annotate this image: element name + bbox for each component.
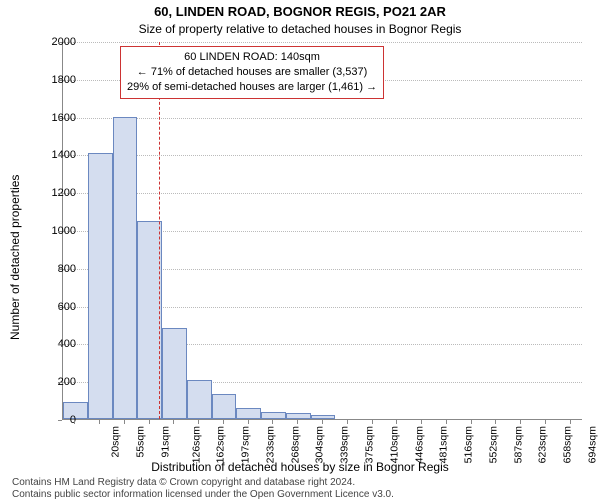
x-tick-mark <box>248 420 249 424</box>
x-tick-mark <box>198 420 199 424</box>
y-tick-mark <box>58 344 62 345</box>
x-tick-label: 55sqm <box>135 426 147 458</box>
histogram-bar <box>236 408 261 419</box>
x-tick-label: 126sqm <box>190 426 202 463</box>
x-tick-label: 304sqm <box>314 426 326 463</box>
y-tick-label: 800 <box>36 263 76 275</box>
y-tick-label: 1200 <box>36 187 76 199</box>
y-tick-label: 1600 <box>36 112 76 124</box>
x-tick-label: 375sqm <box>363 426 375 463</box>
callout-line-3: 29% of semi-detached houses are larger (… <box>127 80 377 95</box>
callout-line-2: ← 71% of detached houses are smaller (3,… <box>127 65 377 80</box>
y-tick-mark <box>58 307 62 308</box>
footnote-1: Contains HM Land Registry data © Crown c… <box>12 477 355 488</box>
x-tick-label: 446sqm <box>413 426 425 463</box>
y-tick-mark <box>58 420 62 421</box>
x-tick-label: 552sqm <box>487 426 499 463</box>
callout-box: 60 LINDEN ROAD: 140sqm← 71% of detached … <box>120 46 384 99</box>
x-tick-label: 410sqm <box>388 426 400 463</box>
x-tick-label: 481sqm <box>438 426 450 463</box>
x-tick-mark <box>74 420 75 424</box>
x-tick-label: 339sqm <box>339 426 351 463</box>
x-tick-mark <box>545 420 546 424</box>
x-tick-mark <box>471 420 472 424</box>
x-axis-label: Distribution of detached houses by size … <box>0 460 600 474</box>
x-tick-mark <box>297 420 298 424</box>
y-tick-label: 400 <box>36 338 76 350</box>
gridline <box>63 193 582 195</box>
x-tick-mark <box>446 420 447 424</box>
histogram-bar <box>88 153 113 419</box>
gridline <box>63 118 582 120</box>
x-tick-mark <box>173 420 174 424</box>
chart-title-main: 60, LINDEN ROAD, BOGNOR REGIS, PO21 2AR <box>0 4 600 19</box>
y-tick-label: 600 <box>36 301 76 313</box>
y-tick-mark <box>58 155 62 156</box>
x-tick-label: 694sqm <box>586 426 598 463</box>
x-tick-label: 268sqm <box>289 426 301 463</box>
x-tick-mark <box>570 420 571 424</box>
x-tick-mark <box>124 420 125 424</box>
histogram-bar <box>286 413 311 419</box>
y-tick-label: 0 <box>36 414 76 426</box>
x-tick-mark <box>99 420 100 424</box>
histogram-bar <box>261 412 286 419</box>
y-axis-label: Number of detached properties <box>8 175 22 340</box>
x-tick-mark <box>149 420 150 424</box>
x-tick-label: 623sqm <box>537 426 549 463</box>
x-tick-mark <box>520 420 521 424</box>
x-tick-label: 197sqm <box>240 426 252 463</box>
y-tick-mark <box>58 118 62 119</box>
plot-area: 60 LINDEN ROAD: 140sqm← 71% of detached … <box>62 42 582 420</box>
callout-line-1: 60 LINDEN ROAD: 140sqm <box>127 50 377 65</box>
x-tick-mark <box>421 420 422 424</box>
gridline <box>63 155 582 157</box>
y-tick-label: 1800 <box>36 74 76 86</box>
x-tick-label: 91sqm <box>159 426 171 458</box>
y-tick-mark <box>58 42 62 43</box>
x-tick-label: 516sqm <box>462 426 474 463</box>
y-tick-label: 1000 <box>36 225 76 237</box>
x-tick-mark <box>372 420 373 424</box>
histogram-bar <box>162 328 187 419</box>
x-tick-mark <box>347 420 348 424</box>
histogram-bar <box>113 117 138 419</box>
histogram-bar <box>187 380 212 419</box>
x-tick-mark <box>272 420 273 424</box>
x-tick-mark <box>396 420 397 424</box>
y-tick-label: 2000 <box>36 36 76 48</box>
y-tick-mark <box>58 269 62 270</box>
x-tick-label: 587sqm <box>512 426 524 463</box>
x-tick-label: 233sqm <box>264 426 276 463</box>
footnote-2: Contains public sector information licen… <box>12 489 394 500</box>
y-tick-label: 200 <box>36 376 76 388</box>
y-tick-mark <box>58 231 62 232</box>
y-tick-mark <box>58 80 62 81</box>
x-tick-mark <box>223 420 224 424</box>
x-tick-label: 162sqm <box>215 426 227 463</box>
gridline <box>63 42 582 44</box>
y-tick-mark <box>58 193 62 194</box>
x-tick-label: 20sqm <box>110 426 122 458</box>
y-tick-mark <box>58 382 62 383</box>
marker-line <box>159 42 160 419</box>
histogram-bar <box>212 394 237 420</box>
x-tick-mark <box>495 420 496 424</box>
chart-title-sub: Size of property relative to detached ho… <box>0 22 600 36</box>
x-tick-mark <box>322 420 323 424</box>
histogram-bar <box>311 415 336 419</box>
x-tick-label: 658sqm <box>561 426 573 463</box>
y-tick-label: 1400 <box>36 149 76 161</box>
chart-container: 60, LINDEN ROAD, BOGNOR REGIS, PO21 2AR … <box>0 0 600 500</box>
